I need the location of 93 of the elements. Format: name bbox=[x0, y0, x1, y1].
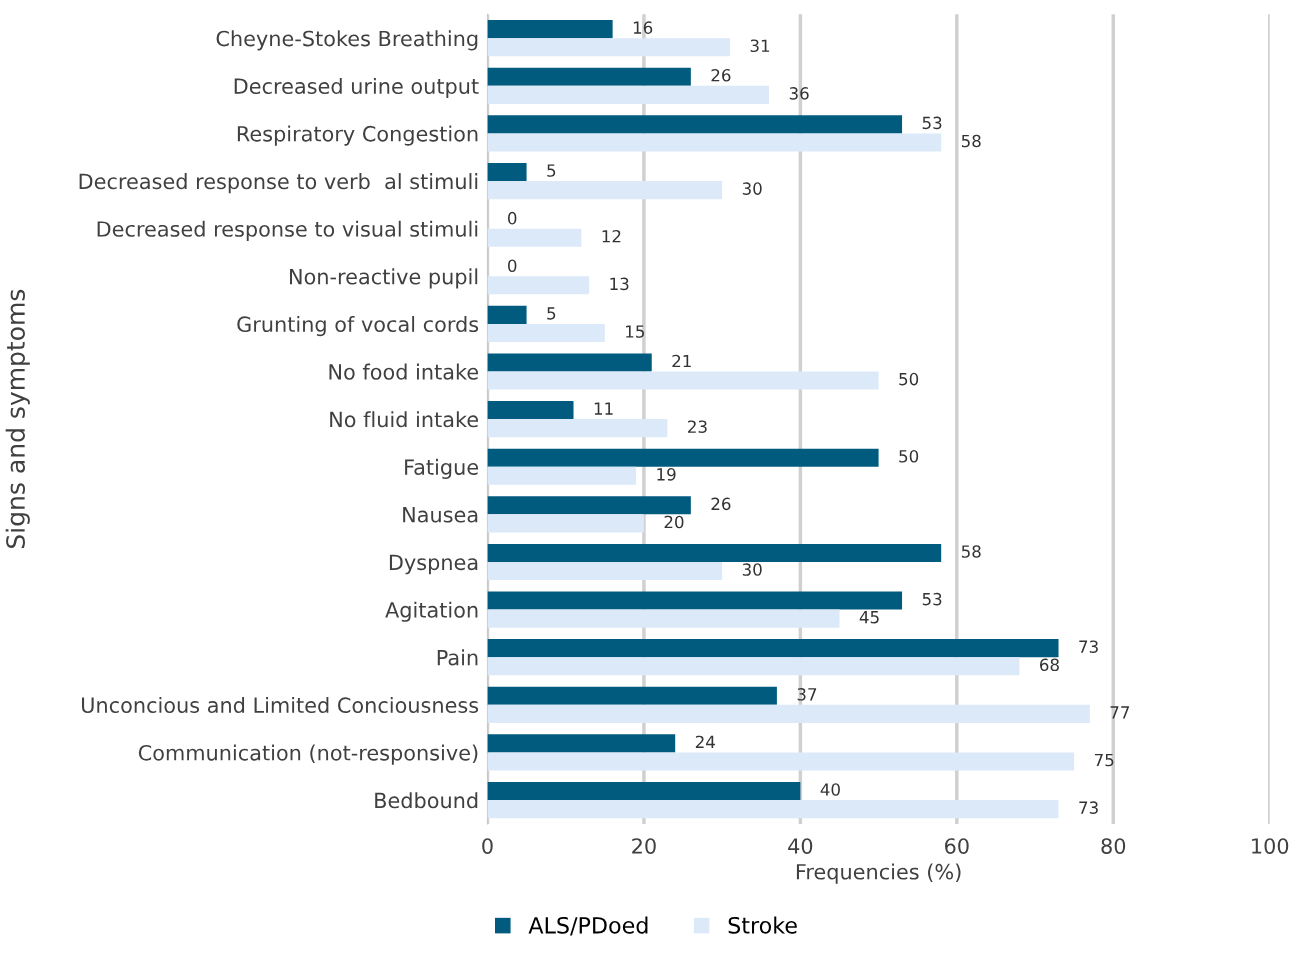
data-label: 75 bbox=[1094, 753, 1114, 767]
x-tick-label: 40 bbox=[788, 838, 813, 854]
data-label: 19 bbox=[657, 468, 676, 481]
y-tick-label: Decreased response to visual stimuli bbox=[97, 220, 478, 241]
bar bbox=[487, 448, 879, 467]
bar bbox=[487, 419, 668, 438]
bar bbox=[487, 704, 1090, 723]
y-tick-label: Grunting of vocal cords bbox=[237, 315, 479, 337]
data-label: 5 bbox=[547, 307, 556, 320]
data-label: 30 bbox=[742, 563, 762, 576]
bar bbox=[487, 752, 1075, 771]
data-label: 50 bbox=[899, 372, 919, 386]
bar bbox=[487, 466, 637, 485]
data-label: 58 bbox=[961, 545, 981, 558]
data-label: 50 bbox=[899, 449, 919, 463]
data-label: 0 bbox=[508, 211, 517, 225]
legend-label: Stroke bbox=[728, 916, 797, 934]
data-label: 20 bbox=[664, 515, 684, 529]
data-label: 45 bbox=[859, 611, 879, 624]
bar bbox=[487, 38, 730, 57]
bar bbox=[487, 543, 942, 562]
data-label: 15 bbox=[626, 325, 644, 338]
y-tick-label: Decreased response to verb al stimuli bbox=[79, 173, 478, 194]
data-label: 68 bbox=[1040, 658, 1059, 672]
y-tick-label: Respiratory Congestion bbox=[237, 125, 478, 146]
bar bbox=[487, 800, 1059, 819]
bar bbox=[487, 496, 691, 515]
data-label: 11 bbox=[594, 402, 613, 415]
data-label: 40 bbox=[820, 783, 840, 796]
data-label: 53 bbox=[922, 592, 942, 606]
data-label: 31 bbox=[750, 39, 770, 53]
data-label: 13 bbox=[610, 277, 629, 291]
bar bbox=[487, 514, 644, 533]
data-label: 77 bbox=[1110, 706, 1130, 719]
data-label: 73 bbox=[1079, 640, 1098, 653]
data-label: 5 bbox=[547, 164, 556, 177]
y-tick-label: Agitation bbox=[385, 601, 478, 622]
bar bbox=[487, 781, 801, 801]
data-label: 16 bbox=[633, 21, 653, 34]
y-tick-label: No food intake bbox=[329, 363, 479, 380]
bar bbox=[487, 639, 1059, 658]
bar bbox=[487, 591, 903, 610]
y-tick-label: Bedbound bbox=[375, 792, 478, 809]
x-tick-label: 60 bbox=[945, 838, 969, 854]
bar bbox=[487, 734, 676, 753]
data-label: 24 bbox=[695, 735, 715, 748]
legend-label: ALS/PDoed bbox=[528, 916, 648, 936]
data-label: 37 bbox=[797, 688, 817, 701]
data-label: 21 bbox=[672, 354, 691, 368]
data-label: 53 bbox=[922, 116, 942, 130]
data-label: 26 bbox=[711, 68, 731, 82]
y-tick-label: Cheyne-Stokes Breathing bbox=[216, 30, 478, 51]
x-tick-label: 100 bbox=[1252, 838, 1289, 854]
bar bbox=[487, 401, 574, 420]
y-tick-label: Unconcious and Limited Conciousness bbox=[82, 696, 479, 714]
data-label: 30 bbox=[742, 182, 762, 195]
bar bbox=[487, 561, 723, 581]
y-tick-label: Pain bbox=[437, 649, 478, 666]
y-tick-label: No fluid intake bbox=[330, 411, 479, 428]
y-tick-label: Dyspnea bbox=[389, 554, 478, 575]
y-tick-label: Non-reactive pupil bbox=[290, 268, 478, 289]
bar bbox=[487, 686, 777, 705]
data-label: 26 bbox=[711, 497, 731, 511]
x-tick-label: 20 bbox=[632, 838, 656, 854]
bar bbox=[487, 85, 770, 104]
data-label: 36 bbox=[789, 87, 809, 100]
data-label: 73 bbox=[1079, 801, 1098, 814]
data-label: 23 bbox=[688, 420, 707, 434]
data-label: 58 bbox=[961, 134, 981, 148]
x-axis-title: Frequencies (%) bbox=[796, 863, 961, 884]
bar bbox=[487, 276, 590, 295]
bar bbox=[487, 353, 652, 372]
bar bbox=[487, 323, 605, 342]
bar bbox=[487, 305, 527, 324]
bar bbox=[487, 115, 903, 134]
bar bbox=[487, 67, 691, 86]
y-tick-label: Nausea bbox=[403, 507, 478, 523]
bar bbox=[487, 181, 723, 200]
y-axis-title: Signs and symptoms bbox=[5, 289, 30, 548]
data-label: 0 bbox=[508, 259, 517, 273]
x-tick-label: 0 bbox=[482, 838, 493, 854]
bar bbox=[487, 371, 879, 390]
y-tick-label: Communication (not-responsive) bbox=[138, 744, 478, 765]
bar bbox=[487, 20, 613, 39]
bar bbox=[487, 228, 582, 247]
bar bbox=[487, 133, 942, 152]
x-tick-label: 80 bbox=[1101, 838, 1126, 854]
bar bbox=[487, 657, 1020, 676]
bar bbox=[487, 609, 840, 628]
data-label: 12 bbox=[602, 229, 621, 243]
y-tick-label: Decreased urine output bbox=[234, 77, 479, 99]
bar bbox=[487, 162, 527, 182]
y-tick-label: Fatigue bbox=[405, 458, 479, 479]
